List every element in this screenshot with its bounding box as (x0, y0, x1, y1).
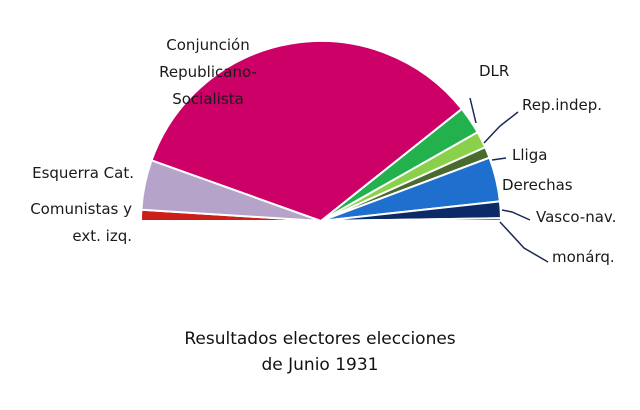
chart-title-line-2: de Junio 1931 (261, 355, 379, 375)
slice-label-8-line-0: monárq. (552, 248, 615, 266)
leader-line-7 (501, 209, 531, 221)
leader-line-3 (469, 97, 477, 124)
slice-label-4-line-0: Rep.indep. (522, 96, 602, 114)
leader-lines-group (469, 97, 549, 263)
slice-label-2-line-1: Republicano- (159, 63, 257, 81)
semicircle-pie-chart: Comunistas y ext. izq. Esquerra Cat. Conjun… (30, 36, 616, 266)
slices-group (139, 40, 503, 223)
slice-label-6-line-0: Derechas (502, 176, 573, 194)
leader-line-4 (483, 111, 519, 144)
slice-label-0: Comunistas y ext. izq. (30, 200, 132, 245)
slice-label-0-line-1: ext. izq. (72, 227, 132, 245)
slice-label-7: Vasco-nav. (536, 208, 616, 226)
slice-label-1: Esquerra Cat. (32, 164, 134, 182)
slice-label-2-line-0: Conjunción (166, 36, 249, 54)
slice-label-0-line-0: Comunistas y (30, 200, 132, 218)
slice-label-1-line-0: Esquerra Cat. (32, 164, 134, 182)
slice-label-4: Rep.indep. (522, 96, 602, 114)
slice-8 (320, 217, 503, 222)
slice-2 (150, 40, 464, 223)
labels-group: Comunistas y ext. izq. Esquerra Cat. Conjun… (30, 36, 616, 266)
slice-label-3-line-0: DLR (479, 62, 509, 80)
slice-label-6: Derechas (502, 176, 573, 194)
slice-label-7-line-0: Vasco-nav. (536, 208, 616, 226)
chart-title: Resultados electores elecciones de Junio… (0, 326, 640, 378)
slice-label-2: Conjunción Republicano- Socialista (159, 36, 257, 108)
leader-line-5 (491, 157, 507, 161)
chart-title-line-1: Resultados electores elecciones (184, 329, 456, 349)
slice-label-5-line-0: Lliga (512, 146, 547, 164)
slice-label-2-line-2: Socialista (172, 90, 244, 108)
slice-label-3: DLR (479, 62, 509, 80)
leader-line-8 (499, 221, 549, 263)
slice-label-8: monárq. (552, 248, 615, 266)
slice-label-5: Lliga (512, 146, 547, 164)
